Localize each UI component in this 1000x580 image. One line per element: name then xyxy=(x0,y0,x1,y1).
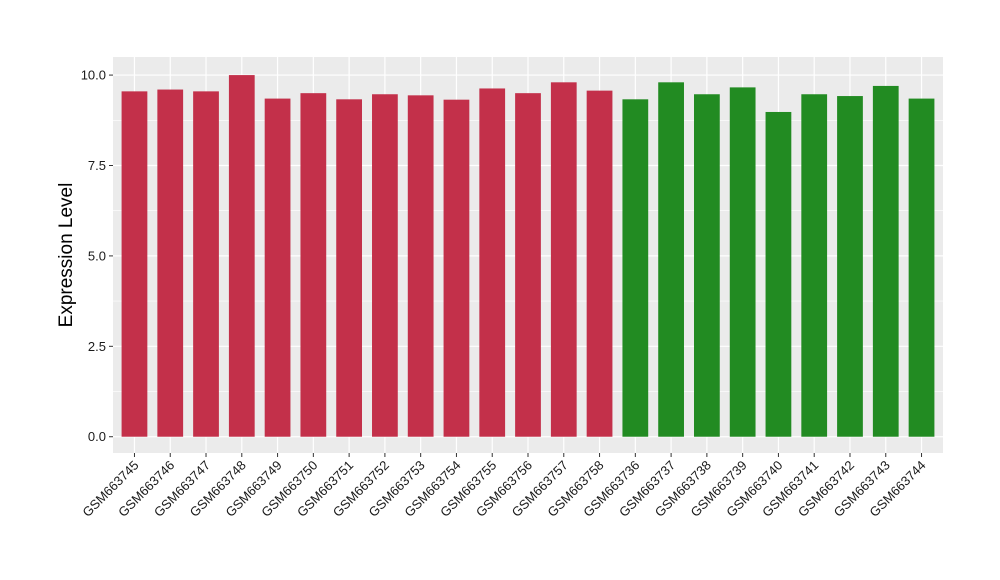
bar-GSM663740 xyxy=(765,111,792,437)
bar-GSM663739 xyxy=(729,87,756,437)
y-axis-title: Expression Level xyxy=(56,183,77,328)
y-tick-label: 7.5 xyxy=(88,158,106,173)
bar-GSM663746 xyxy=(157,89,184,437)
bar-GSM663752 xyxy=(372,94,398,437)
bar-GSM663736 xyxy=(622,99,649,437)
bar-GSM663747 xyxy=(193,91,219,437)
bar-GSM663737 xyxy=(658,82,684,437)
bar-GSM663755 xyxy=(479,88,506,437)
x-axis: GSM663745GSM663746GSM663747GSM663748GSM6… xyxy=(79,453,929,520)
bar-GSM663742 xyxy=(837,96,863,437)
bar-GSM663745 xyxy=(121,91,148,437)
bar-GSM663754 xyxy=(443,99,470,437)
y-tick-label: 5.0 xyxy=(88,248,106,263)
bars xyxy=(121,75,935,437)
bar-GSM663748 xyxy=(228,75,255,437)
y-tick-label: 10.0 xyxy=(81,68,106,83)
bar-GSM663753 xyxy=(407,95,434,437)
bar-GSM663743 xyxy=(872,85,899,437)
bar-GSM663738 xyxy=(694,94,720,437)
bar-GSM663751 xyxy=(336,99,362,437)
y-tick-label: 2.5 xyxy=(88,339,106,354)
y-tick-label: 0.0 xyxy=(88,429,106,444)
bar-GSM663749 xyxy=(264,98,291,437)
bar-GSM663757 xyxy=(550,82,577,437)
y-axis: 0.0 2.5 5.0 7.5 10.0 xyxy=(81,68,113,444)
bar-GSM663758 xyxy=(586,90,613,437)
bar-GSM663756 xyxy=(515,93,541,437)
bar-GSM663744 xyxy=(908,98,935,437)
bar-GSM663750 xyxy=(300,93,327,437)
bar-GSM663741 xyxy=(801,94,828,437)
